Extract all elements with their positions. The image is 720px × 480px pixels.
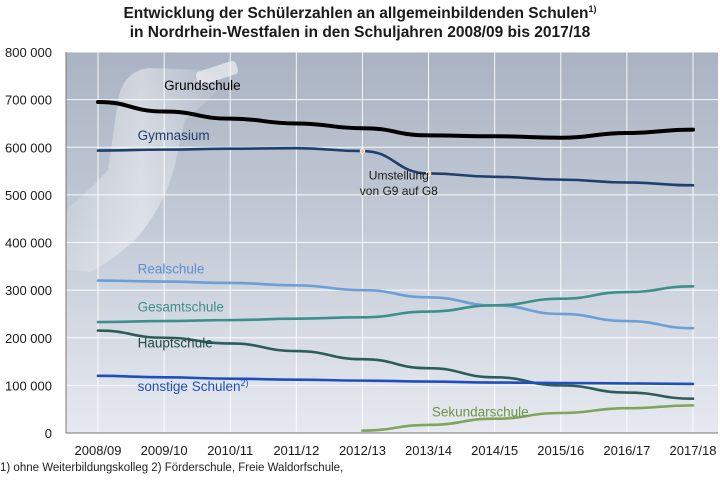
y-tick-label: 200 000	[5, 331, 52, 346]
background-hand-illustration	[66, 60, 239, 272]
g8-transition-marker	[359, 148, 366, 154]
series-line-realschule	[96, 279, 695, 330]
series-line-hauptschule	[96, 329, 695, 401]
series-label-grundschule: Grundschule	[164, 78, 241, 93]
title-line-2: in Nordrhein-Westfalen in den Schuljahre…	[129, 24, 591, 42]
x-tick-label: 2013/14	[405, 443, 452, 458]
series-label-realschule: Realschule	[138, 261, 205, 276]
title-footnote-marker: 1)	[588, 4, 597, 14]
x-tick-label: 2015/16	[537, 443, 584, 458]
series-line-grundschule	[96, 100, 695, 140]
series-label-sonstige-schulen: sonstige Schulen2)	[138, 378, 249, 394]
series-label-hauptschule: Hauptschule	[138, 335, 213, 350]
series-label-sup: 2)	[240, 378, 248, 388]
series-label-gesamtschule: Gesamtschule	[138, 300, 224, 315]
chart-title: Entwicklung der Schülerzahlen an allgeme…	[0, 0, 720, 42]
y-tick-label: 100 000	[5, 378, 52, 393]
footnote: 1) ohne Weiterbildungskolleg 2) Fördersc…	[0, 462, 344, 474]
y-tick-label: 300 000	[5, 283, 52, 298]
series-label-sekundarschule: Sekundarschule	[432, 404, 529, 419]
x-tick-label: 2016/17	[603, 443, 650, 458]
y-tick-label: 0	[45, 426, 52, 441]
x-tick-label: 2014/15	[471, 443, 518, 458]
x-tick-label: 2009/10	[141, 443, 188, 458]
y-tick-label: 800 000	[5, 45, 52, 60]
y-tick-label: 600 000	[5, 140, 52, 155]
x-tick-label: 2010/11	[207, 443, 253, 458]
y-tick-label: 400 000	[5, 236, 52, 251]
x-tick-label: 2011/12	[273, 443, 319, 458]
series-label-gymnasium: Gymnasium	[138, 128, 210, 143]
g8-transition-marker	[425, 170, 432, 177]
series-line-sekundarschule	[361, 404, 695, 432]
series-line-sonstige-schulen	[96, 374, 695, 386]
annotation-line-1: Umstellung	[369, 169, 429, 183]
annotation-line-2: von G9 auf G8	[360, 184, 438, 198]
x-tick-label: 2008/09	[75, 443, 122, 458]
x-tick-label: 2017/18	[670, 443, 717, 458]
x-tick-label: 2012/13	[339, 443, 386, 458]
series-line-gesamtschule	[96, 285, 695, 324]
series-line-gymnasium	[96, 146, 695, 187]
y-tick-label: 500 000	[5, 188, 52, 203]
title-line-1: Entwicklung der Schülerzahlen an allgeme…	[123, 5, 589, 23]
y-tick-label: 700 000	[5, 93, 52, 108]
